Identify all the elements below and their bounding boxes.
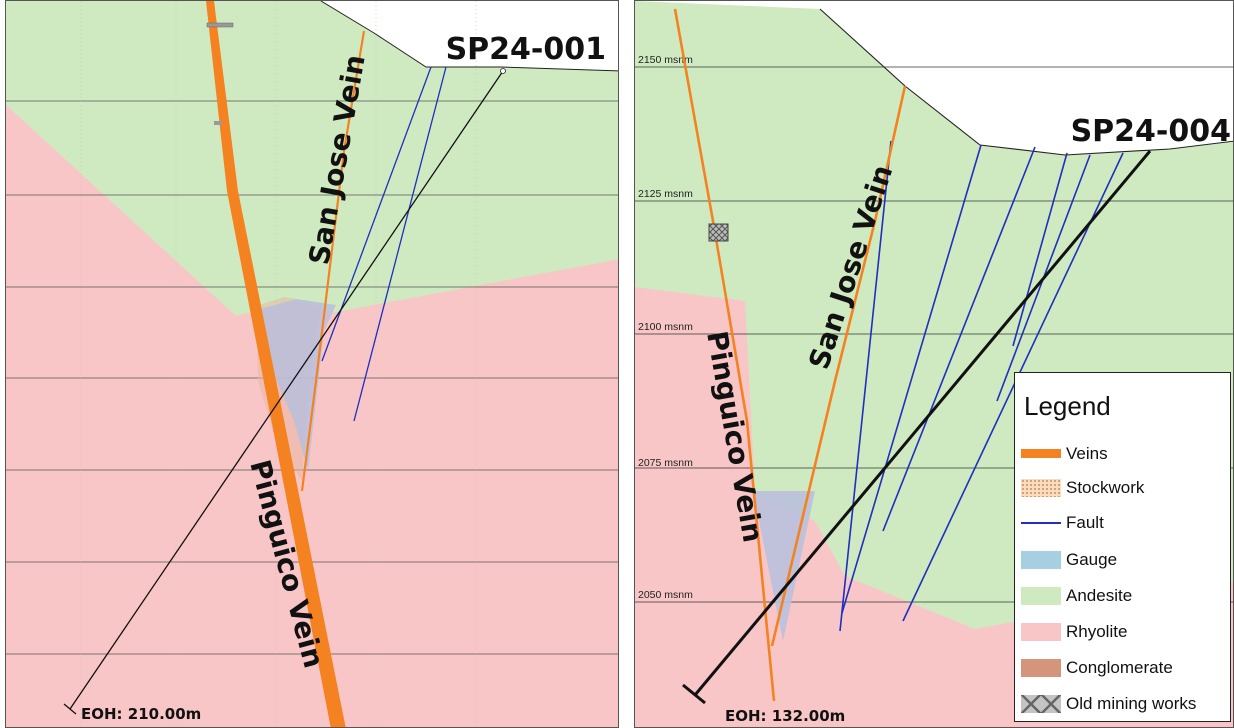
fault-line (839, 140, 892, 632)
legend-label: Gauge (1066, 550, 1118, 569)
eoh-label: EOH: 132.00m (725, 707, 845, 725)
topography-air (635, 1, 1233, 155)
fault-line (882, 146, 1036, 532)
elevation-label: 2150 msnm (638, 54, 693, 66)
legend-label: Rhyolite (1066, 622, 1128, 641)
legend-item-veins: Veins (1021, 441, 1226, 467)
legend-item-fault: Fault (1021, 510, 1226, 536)
old-mining-works-marker (214, 121, 222, 125)
drillhole-sp24-004 (693, 150, 1152, 696)
san-jose-vein (770, 85, 907, 647)
drillhole-sp24-001 (69, 70, 504, 710)
conglomerate-swatch (1021, 659, 1061, 677)
andesite-swatch (1021, 587, 1061, 605)
elevation-label: 2050 msnm (638, 589, 693, 601)
legend-item-stockwork: Stockwork (1021, 475, 1226, 501)
fault-line (841, 144, 982, 614)
gauge-zone (260, 299, 336, 471)
fault-line (1012, 152, 1068, 347)
legend-item-andesite: Andesite (1021, 583, 1226, 609)
topography-line (320, 1, 618, 72)
section-left-sp24-001: SP24-001 San Jose Vein Pinguico Vein EOH… (5, 0, 619, 728)
legend-label: Andesite (1066, 586, 1133, 605)
legend-item-old-mining-works: Old mining works (1021, 691, 1226, 717)
topography-air (321, 1, 618, 71)
fault-line (353, 66, 447, 422)
fault-line (902, 152, 1124, 622)
fault-set (839, 140, 1124, 632)
pinguico-vein (673, 8, 776, 702)
legend-item-gauge: Gauge (1021, 547, 1226, 573)
fault-line-swatch (1021, 522, 1061, 524)
topography-line (819, 8, 1233, 156)
legend-item-rhyolite: Rhyolite (1021, 619, 1226, 645)
elevation-grid (6, 100, 618, 655)
legend-label: Old mining works (1066, 694, 1197, 713)
section-left-canvas: SP24-001 San Jose Vein Pinguico Vein EOH… (6, 1, 618, 727)
old-mining-works-icon (708, 223, 729, 242)
old-mining-works-swatch (1021, 695, 1061, 713)
eoh-label: EOH: 210.00m (81, 705, 201, 723)
legend-label: Conglomerate (1066, 658, 1173, 677)
drillhole-end-marker (63, 703, 77, 715)
elevation-label: 2075 msnm (638, 457, 693, 469)
legend-item-conglomerate: Conglomerate (1021, 655, 1226, 681)
san-jose-vein (300, 30, 366, 492)
andesite-unit (6, 1, 618, 316)
legend-label: Stockwork (1066, 478, 1145, 497)
legend: Legend Veins Stockwork Fault Gauge Andes… (1014, 372, 1231, 722)
vein-swatch (1021, 449, 1061, 458)
legend-label: Fault (1066, 513, 1104, 532)
elevation-label: 2100 msnm (638, 321, 693, 333)
hole-id-label: SP24-004 (1071, 114, 1231, 149)
legend-label: Veins (1066, 444, 1108, 463)
pinguico-vein (206, 1, 346, 727)
old-mining-works-marker (206, 22, 234, 28)
elevation-label: 2125 msnm (638, 188, 693, 200)
drillhole-end-marker (682, 683, 706, 705)
legend-title: Legend (1024, 391, 1111, 421)
rhyolite-swatch (1021, 623, 1061, 641)
gauge-swatch (1021, 551, 1061, 569)
drillhole-collar (500, 68, 506, 74)
hole-id-label: SP24-001 (446, 32, 606, 67)
stockwork-swatch (1021, 479, 1061, 497)
